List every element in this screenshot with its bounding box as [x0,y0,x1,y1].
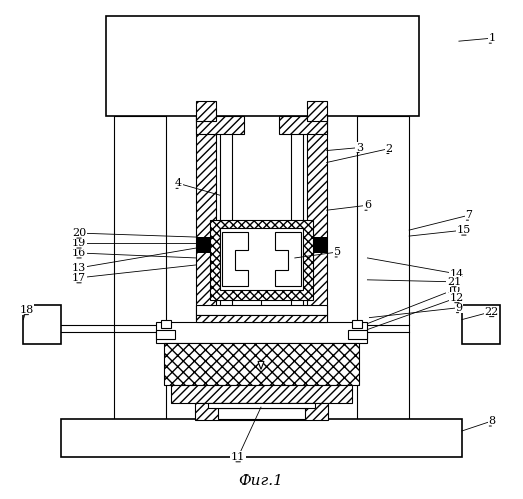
Text: 8: 8 [488,416,495,426]
Text: 1: 1 [488,33,495,43]
Text: 17: 17 [72,273,86,283]
Bar [307,116,327,319]
Bar [462,305,499,344]
Bar [347,329,367,339]
Bar [220,131,232,310]
Text: 2: 2 [386,144,393,154]
Text: 6: 6 [364,200,371,210]
Text: 15: 15 [457,225,471,235]
Text: 22: 22 [485,307,499,317]
Bar [357,116,409,424]
Text: 4: 4 [175,178,182,188]
Text: Фиг.1: Фиг.1 [238,474,283,488]
Text: 18: 18 [19,305,33,315]
Bar [196,315,327,321]
Bar [196,101,216,121]
Text: 19: 19 [72,238,86,248]
Text: 13: 13 [72,263,86,273]
Bar [307,101,327,121]
Polygon shape [258,361,264,369]
Bar [291,131,303,310]
Bar [61,419,462,457]
Bar [279,116,327,134]
Bar [170,385,353,403]
Text: 11: 11 [231,452,245,462]
Text: 10: 10 [447,285,461,295]
Text: 3: 3 [356,143,363,153]
Bar [353,319,362,327]
Text: 7: 7 [465,210,472,220]
Bar [210,220,313,300]
Bar [220,228,303,290]
Bar [106,16,419,116]
Bar [196,403,327,420]
Text: 20: 20 [72,228,86,238]
Bar [208,403,315,408]
Bar [196,237,210,253]
Bar [218,408,305,419]
Bar [161,319,170,327]
Text: 5: 5 [334,247,341,257]
Bar [196,116,216,319]
Text: 14: 14 [450,269,464,279]
Bar [196,116,244,134]
Bar [24,305,61,344]
Text: 16: 16 [72,248,86,258]
Polygon shape [222,232,248,286]
Bar [156,329,176,339]
Text: 9: 9 [456,303,462,313]
Bar [114,116,166,424]
Bar [313,237,327,253]
Bar [196,305,327,315]
Polygon shape [275,232,301,286]
Bar [164,343,359,385]
Text: 21: 21 [447,277,461,287]
Bar [156,321,367,343]
Text: 12: 12 [450,293,464,303]
